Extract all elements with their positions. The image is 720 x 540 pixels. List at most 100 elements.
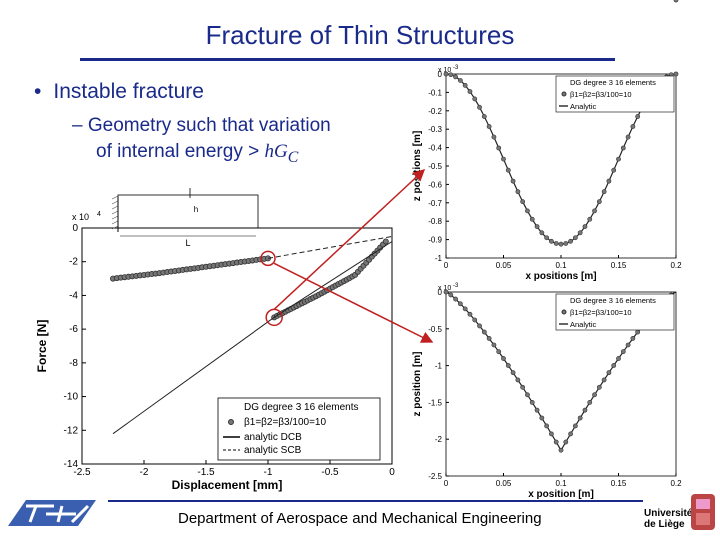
bottom-marker-point: [515, 377, 521, 383]
bottom-y-tick-label: -0.5: [428, 325, 442, 334]
fd-x-tick-label: -0.5: [321, 467, 339, 478]
top-marker-point: [467, 89, 473, 94]
top-marker-point: [568, 238, 573, 244]
bottom-marker-point: [443, 289, 449, 295]
hgc-subscript: C: [287, 148, 299, 166]
top-marker-point: [539, 230, 545, 236]
top-marker-point: [635, 114, 641, 119]
inset-beam: [117, 194, 259, 229]
fd-highlight-circle: [260, 250, 276, 267]
bottom-marker-point: [505, 363, 511, 368]
bottom-marker-point: [477, 323, 482, 329]
bottom-x-tick-label: 0: [444, 479, 449, 488]
fd-legend-entry: β1=β2=β3/100=10: [244, 417, 326, 428]
footer-department: Department of Aerospace and Mechanical E…: [178, 510, 542, 527]
top-marker-point: [592, 208, 597, 214]
ulg-logo: Université de Liège: [644, 490, 720, 538]
top-marker-point: [616, 156, 621, 162]
top-marker-point: [477, 104, 482, 110]
fd-legend-entry: analytic DCB: [244, 432, 302, 443]
bottom-marker-point: [606, 370, 612, 376]
bottom-y-tick-label: -1: [435, 362, 443, 371]
top-y-scale-exp: -3: [453, 65, 459, 71]
bottom-y-scale: x 10: [438, 285, 451, 292]
top-x-axis-label: x positions [m]: [525, 271, 596, 282]
bottom-marker-point: [568, 431, 573, 437]
top-x-tick-label: 0.05: [496, 261, 512, 270]
bottom-marker-point: [510, 370, 516, 376]
top-legend-entry: Analytic: [570, 102, 597, 111]
bottom-marker-point: [453, 296, 458, 302]
bottom-marker-point: [563, 439, 569, 445]
bottom-marker-point: [616, 356, 621, 361]
top-marker-point: [496, 145, 502, 151]
fd-y-axis-label: Force [N]: [35, 320, 49, 373]
ltas-logo: [6, 496, 98, 533]
bottom-marker-point: [673, 0, 679, 3]
top-y-tick-label: -0.9: [428, 236, 442, 245]
bottom-marker-point: [625, 342, 631, 348]
ulg-crest-icon: [691, 494, 715, 530]
bottom-x-axis-label: x position [m]: [528, 489, 594, 500]
bottom-x-tick-label: 0.15: [611, 479, 627, 488]
bottom-marker-point: [501, 356, 506, 361]
top-y-axis-label: z positions [m]: [412, 131, 423, 202]
bottom-marker-point: [620, 349, 626, 355]
title-divider: [80, 58, 615, 61]
bottom-marker-point: [462, 306, 468, 312]
bottom-marker-point: [611, 363, 617, 368]
top-y-tick-label: -0.2: [428, 107, 442, 116]
top-y-tick-label: -0.8: [428, 217, 442, 226]
top-marker-point: [558, 241, 564, 247]
bottom-marker-point: [582, 407, 588, 413]
fd-analytic-scb-line: [267, 235, 393, 259]
bottom-marker-point: [572, 423, 578, 429]
bullet-text: Instable fracture: [53, 80, 204, 103]
fd-y-tick-label: -10: [64, 392, 79, 403]
top-marker-point: [625, 134, 631, 140]
footer-divider: [108, 500, 643, 502]
inset-hatch: [111, 210, 119, 215]
top-marker-point: [620, 145, 626, 151]
sub-dash: –: [72, 115, 83, 136]
fd-legend-box: [217, 397, 381, 461]
inset-hatch: [111, 220, 119, 225]
inset-hatch: [111, 205, 119, 210]
bottom-y-axis-label: z position [m]: [412, 352, 423, 417]
top-y-scale: x 10: [438, 67, 451, 74]
fd-x-tick-label: -2: [140, 467, 149, 478]
top-marker-point: [515, 189, 521, 195]
top-y-tick-label: -0.1: [428, 88, 442, 97]
top-marker-point: [563, 241, 569, 246]
bottom-marker-point: [472, 317, 478, 323]
top-marker-point: [457, 78, 463, 83]
bottom-marker-point: [486, 336, 492, 341]
top-marker-point: [630, 124, 636, 129]
inset-hatch: [111, 200, 119, 205]
top-marker-point: [611, 167, 617, 173]
top-y-tick-label: -0.6: [428, 180, 442, 189]
top-x-tick-label: 0.1: [555, 261, 567, 270]
bottom-marker-point: [635, 329, 641, 335]
bottom-marker-point: [592, 392, 597, 398]
bottom-marker-point: [481, 329, 487, 335]
top-marker-point: [601, 189, 607, 195]
bottom-y-tick-label: -2.5: [428, 472, 442, 481]
top-marker-point: [501, 156, 506, 162]
inset-length-label: L: [185, 238, 190, 248]
bottom-legend-entry: β1=β2=β3/100=10: [570, 308, 632, 317]
bottom-marker-point: [467, 311, 473, 317]
top-marker-point: [582, 224, 588, 230]
top-marker-point: [596, 199, 602, 205]
sub-line-2-text: of internal energy >: [96, 141, 265, 162]
top-marker-point: [553, 241, 559, 246]
top-y-tick-label: -0.4: [428, 144, 442, 153]
fd-y-tick-label: -14: [64, 459, 79, 470]
bottom-marker-point: [457, 301, 463, 307]
fd-y-tick-label: -2: [69, 257, 78, 268]
fd-x-axis-label: Displacement [mm]: [172, 478, 283, 492]
fd-y-tick-label: -12: [64, 425, 79, 436]
fd-y-scale: x 10: [72, 212, 89, 222]
bottom-marker-point: [553, 439, 559, 445]
top-marker-point: [510, 178, 516, 184]
